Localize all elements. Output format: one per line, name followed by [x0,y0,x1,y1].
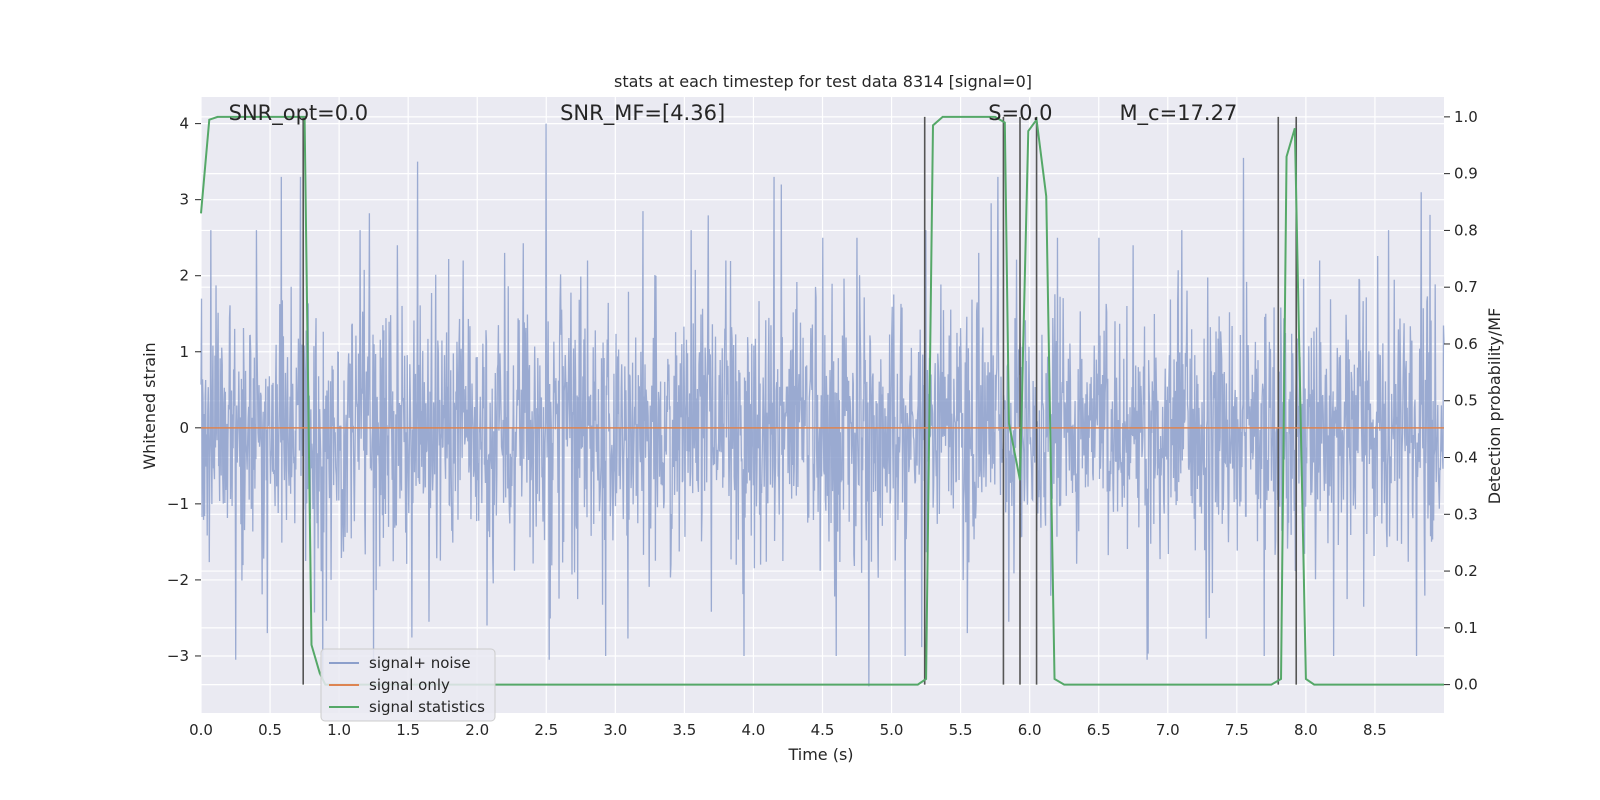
x-tick-label: 3.0 [603,721,627,739]
y-right-tick-label: 0.1 [1454,619,1478,637]
x-tick-label: 2.5 [534,721,558,739]
x-tick-label: 6.5 [1087,721,1111,739]
y-left-tick-label: 3 [179,191,189,209]
legend-label: signal statistics [369,698,485,716]
x-tick-label: 4.0 [742,721,766,739]
x-tick-label: 7.5 [1225,721,1249,739]
signal-noise-series [200,123,1445,687]
y-right-tick-label: 0.7 [1454,278,1478,296]
y-left-axis-ticks: −3 −2 −1 0 1 2 3 4 [167,115,201,665]
x-tick-label: 0.0 [189,721,213,739]
y-left-tick-label: 2 [179,267,189,285]
x-tick-label: 1.0 [327,721,351,739]
y-right-tick-label: 0.3 [1454,505,1478,523]
annotation-text: SNR_MF=[4.36] [560,101,725,126]
y-right-tick-label: 1.0 [1454,108,1478,126]
legend-label: signal only [369,676,450,694]
y-left-tick-label: −1 [167,495,189,513]
x-tick-label: 0.5 [258,721,282,739]
y-left-tick-label: −3 [167,647,189,665]
y-right-tick-label: 0.6 [1454,335,1478,353]
y-right-tick-label: 0.8 [1454,221,1478,239]
x-tick-label: 4.5 [811,721,835,739]
y-right-tick-label: 0.2 [1454,562,1478,580]
x-tick-label: 8.5 [1363,721,1387,739]
x-axis-ticks: 0.0 0.5 1.0 1.5 2.0 2.5 3.0 3.5 4.0 4.5 5.0 5.5 6.0 6… [189,721,1387,739]
chart-title: stats at each timestep for test data 831… [614,72,1032,91]
x-tick-label: 6.0 [1018,721,1042,739]
legend: signal+ noise signal only signal statistic… [320,648,496,722]
y-left-tick-label: 4 [179,115,189,133]
annotation-text: SNR_opt=0.0 [229,101,369,126]
y-right-tick-label: 0.4 [1454,449,1478,467]
x-tick-label: 3.5 [672,721,696,739]
x-tick-label: 7.0 [1156,721,1180,739]
signal-noise-line [200,123,1445,687]
y-left-axis-label: Whitened strain [140,342,159,469]
signal-statistics-line [200,115,1444,686]
legend-box [320,648,496,722]
annotations: SNR_opt=0.0 SNR_MF=[4.36] S=0.0 M_c=17.27 [229,101,1238,126]
x-tick-label: 2.0 [465,721,489,739]
x-tick-label: 1.5 [396,721,420,739]
y-right-tick-label: 0.9 [1454,165,1478,183]
y-right-axis-ticks: 0.0 0.1 0.2 0.3 0.4 0.5 0.6 0.7 0.8 0.9 1.0 [1444,108,1478,694]
lines-layer [200,115,1444,686]
x-tick-label: 8.0 [1294,721,1318,739]
x-tick-label: 5.0 [880,721,904,739]
y-right-tick-label: 0.0 [1454,676,1478,694]
x-tick-label: 5.5 [949,721,973,739]
y-right-tick-label: 0.5 [1454,392,1478,410]
y-left-tick-label: 1 [179,343,189,361]
annotation-text: M_c=17.27 [1119,101,1237,126]
annotation-text: S=0.0 [988,101,1052,125]
y-left-tick-label: 0 [179,419,189,437]
legend-label: signal+ noise [369,654,471,672]
y-left-tick-label: −2 [167,571,189,589]
x-axis-label: Time (s) [787,745,853,764]
y-right-axis-label: Detection probability/MF [1485,308,1504,505]
